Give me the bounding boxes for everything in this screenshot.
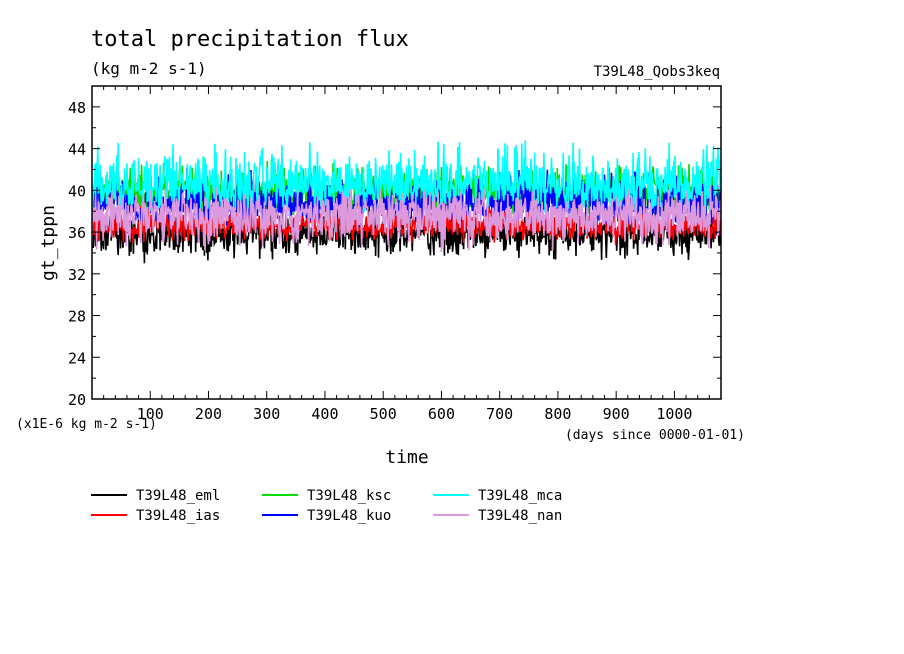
chart-subtitle: (kg m-2 s-1) — [91, 59, 207, 78]
x-tick-label-5: 600 — [428, 405, 455, 423]
x-units-label: (days since 0000-01-01) — [565, 428, 745, 443]
y-tick-label-5: 40 — [68, 182, 86, 200]
x-tick-label-0: 100 — [137, 405, 164, 423]
legend-label-T39L48_eml: T39L48_eml — [136, 488, 220, 504]
x-tick-label-7: 800 — [544, 405, 571, 423]
x-tick-label-6: 700 — [486, 405, 513, 423]
series-line-T39L48_nan — [92, 185, 721, 253]
y-tick-label-3: 32 — [68, 266, 86, 284]
x-tick-label-1: 200 — [195, 405, 222, 423]
y-tick-label-6: 44 — [68, 141, 86, 159]
x-tick-label-2: 300 — [253, 405, 280, 423]
plot-frame — [91, 85, 722, 400]
y-tick-label-1: 24 — [68, 349, 86, 367]
legend-label-T39L48_ksc: T39L48_ksc — [307, 488, 391, 504]
y-units-label: (x1E-6 kg m-2 s-1) — [16, 417, 157, 432]
legend-label-T39L48_nan: T39L48_nan — [478, 508, 562, 524]
y-tick-label-0: 20 — [68, 391, 86, 409]
y-tick-label-2: 28 — [68, 308, 86, 326]
legend-label-T39L48_ias: T39L48_ias — [136, 508, 220, 524]
legend-label-T39L48_kuo: T39L48_kuo — [307, 508, 391, 524]
x-tick-label-3: 400 — [311, 405, 338, 423]
y-tick-label-4: 36 — [68, 224, 86, 242]
x-tick-label-9: 1000 — [656, 405, 692, 423]
axis-layer: 20 24 28 32 36 40 44 48 100 200 300 400 500 600 700 800… — [68, 86, 721, 423]
legend-label-T39L48_mca: T39L48_mca — [478, 488, 562, 504]
y-axis-label: gt_tppn — [38, 205, 59, 281]
y-tick-label-7: 48 — [68, 99, 86, 117]
legend: T39L48_eml T39L48_ias T39L48_ksc T39L48_kuo… — [91, 488, 562, 524]
run-label: T39L48_Qobs3keq — [594, 64, 720, 80]
x-tick-label-8: 900 — [603, 405, 630, 423]
x-axis-label: time — [385, 447, 428, 468]
series-layer — [92, 140, 721, 264]
x-tick-label-4: 500 — [370, 405, 397, 423]
chart-title: total precipitation flux — [91, 27, 409, 52]
